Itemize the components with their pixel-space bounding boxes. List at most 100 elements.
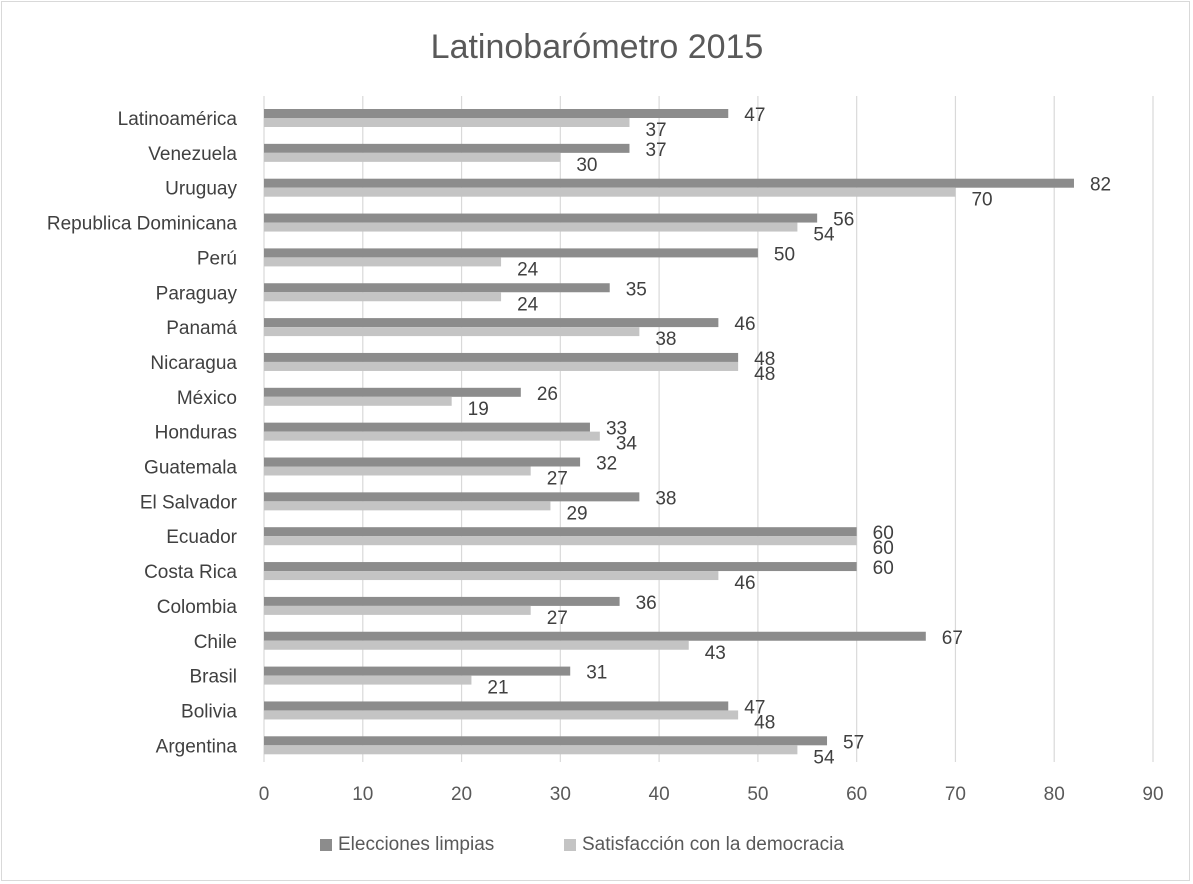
- data-label-elecciones-limpias-peru: 50: [774, 244, 795, 265]
- bars: [264, 109, 1074, 755]
- bar-elecciones-limpias-argentina: [264, 736, 828, 746]
- bar-satisfaccion-con-la-democracia-venezuela: [264, 152, 561, 162]
- gridlines: [263, 96, 1154, 762]
- data-label-elecciones-limpias-republica-dominicana: 56: [833, 210, 854, 231]
- data-label-satisfaccion-con-la-democracia-argentina: 54: [813, 747, 835, 768]
- category-label-peru: Perú: [197, 248, 237, 269]
- bar-satisfaccion-con-la-democracia-colombia: [264, 605, 531, 615]
- x-tick-label: 80: [1044, 784, 1065, 805]
- bar-satisfaccion-con-la-democracia-peru: [264, 257, 502, 267]
- data-label-elecciones-limpias-latinoamerica: 47: [744, 105, 765, 126]
- data-label-elecciones-limpias-bolivia: 47: [744, 697, 765, 718]
- category-label-honduras: Honduras: [155, 423, 237, 444]
- data-label-satisfaccion-con-la-democracia-brasil: 21: [487, 678, 508, 699]
- data-label-elecciones-limpias-nicaragua: 48: [754, 349, 775, 370]
- data-label-elecciones-limpias-uruguay: 82: [1090, 175, 1111, 196]
- bar-elecciones-limpias-honduras: [264, 422, 590, 432]
- bar-satisfaccion-con-la-democracia-bolivia: [264, 710, 739, 720]
- x-tick-label: 50: [747, 784, 768, 805]
- bar-elecciones-limpias-bolivia: [264, 701, 729, 711]
- bar-satisfaccion-con-la-democracia-el-salvador: [264, 501, 551, 511]
- x-tick-label: 70: [945, 784, 966, 805]
- bar-elecciones-limpias-panama: [264, 318, 719, 328]
- legend: Elecciones limpias Satisfacción con la de…: [320, 834, 844, 855]
- data-label-satisfaccion-con-la-democracia-panama: 38: [655, 329, 676, 350]
- bar-satisfaccion-con-la-democracia-mexico: [264, 396, 452, 406]
- x-tick-label: 0: [259, 784, 270, 805]
- bar-satisfaccion-con-la-democracia-costa-rica: [264, 571, 719, 581]
- bar-elecciones-limpias-brasil: [264, 666, 571, 676]
- category-label-venezuela: Venezuela: [148, 144, 237, 165]
- data-label-elecciones-limpias-chile: 67: [942, 628, 963, 649]
- data-label-elecciones-limpias-ecuador: 60: [873, 523, 894, 544]
- data-label-satisfaccion-con-la-democracia-honduras: 34: [616, 434, 638, 455]
- category-label-colombia: Colombia: [157, 597, 238, 618]
- data-label-satisfaccion-con-la-democracia-bolivia: 48: [754, 712, 775, 733]
- bar-satisfaccion-con-la-democracia-ecuador: [264, 536, 857, 546]
- data-label-satisfaccion-con-la-democracia-nicaragua: 48: [754, 364, 775, 385]
- x-tick-label: 20: [451, 784, 472, 805]
- data-label-satisfaccion-con-la-democracia-ecuador: 60: [873, 538, 894, 559]
- x-tick-label: 90: [1142, 784, 1163, 805]
- data-label-elecciones-limpias-guatemala: 32: [596, 454, 617, 475]
- data-label-satisfaccion-con-la-democracia-guatemala: 27: [547, 469, 568, 490]
- category-label-costa-rica: Costa Rica: [144, 562, 237, 583]
- category-label-nicaragua: Nicaragua: [150, 353, 237, 374]
- bar-elecciones-limpias-mexico: [264, 387, 521, 397]
- bar-satisfaccion-con-la-democracia-honduras: [264, 431, 600, 441]
- category-label-panama: Panamá: [166, 318, 237, 339]
- category-label-paraguay: Paraguay: [156, 283, 238, 304]
- data-label-satisfaccion-con-la-democracia-mexico: 19: [468, 399, 489, 420]
- bar-elecciones-limpias-chile: [264, 631, 926, 641]
- category-label-republica-dominicana: Republica Dominicana: [47, 214, 238, 235]
- bar-elecciones-limpias-paraguay: [264, 283, 610, 293]
- bar-satisfaccion-con-la-democracia-nicaragua: [264, 361, 739, 371]
- data-label-elecciones-limpias-venezuela: 37: [645, 140, 666, 161]
- category-label-argentina: Argentina: [156, 736, 238, 757]
- legend-swatch-satisfaccion-con-la-democracia: [564, 839, 576, 851]
- bar-elecciones-limpias-uruguay: [264, 178, 1074, 188]
- bar-satisfaccion-con-la-democracia-guatemala: [264, 466, 531, 476]
- data-label-elecciones-limpias-panama: 46: [734, 314, 755, 335]
- bar-elecciones-limpias-republica-dominicana: [264, 213, 818, 223]
- data-label-elecciones-limpias-argentina: 57: [843, 732, 864, 753]
- bar-elecciones-limpias-venezuela: [264, 143, 630, 153]
- x-tick-label: 40: [649, 784, 670, 805]
- data-label-satisfaccion-con-la-democracia-uruguay: 70: [971, 190, 992, 211]
- data-label-elecciones-limpias-honduras: 33: [606, 419, 627, 440]
- bar-elecciones-limpias-colombia: [264, 596, 620, 606]
- legend-swatch-elecciones-limpias: [320, 839, 332, 851]
- bar-elecciones-limpias-costa-rica: [264, 562, 857, 572]
- category-label-latinoamerica: Latinoamérica: [118, 109, 238, 130]
- category-label-el-salvador: El Salvador: [140, 492, 238, 513]
- data-label-satisfaccion-con-la-democracia-paraguay: 24: [517, 294, 539, 315]
- bar-satisfaccion-con-la-democracia-latinoamerica: [264, 118, 630, 127]
- category-label-mexico: México: [177, 388, 237, 409]
- bar-elecciones-limpias-guatemala: [264, 457, 581, 467]
- data-label-elecciones-limpias-el-salvador: 38: [655, 488, 676, 509]
- bar-satisfaccion-con-la-democracia-panama: [264, 327, 640, 337]
- x-tick-label: 60: [846, 784, 867, 805]
- data-label-satisfaccion-con-la-democracia-venezuela: 30: [576, 155, 597, 176]
- data-label-satisfaccion-con-la-democracia-el-salvador: 29: [566, 503, 587, 524]
- bar-satisfaccion-con-la-democracia-paraguay: [264, 292, 502, 302]
- data-label-elecciones-limpias-paraguay: 35: [626, 279, 647, 300]
- data-label-satisfaccion-con-la-democracia-chile: 43: [705, 643, 726, 664]
- value-axis-labels: 0 10 20 30 40 50 60 70 80 90: [259, 784, 1164, 805]
- category-label-guatemala: Guatemala: [144, 458, 237, 479]
- category-label-uruguay: Uruguay: [165, 179, 237, 200]
- data-label-satisfaccion-con-la-democracia-colombia: 27: [547, 608, 568, 629]
- data-label-satisfaccion-con-la-democracia-costa-rica: 46: [734, 573, 755, 594]
- category-axis-labels: Latinoamérica Venezuela Uruguay Republica D…: [47, 109, 238, 757]
- category-label-chile: Chile: [194, 632, 237, 653]
- bar-elecciones-limpias-ecuador: [264, 527, 857, 537]
- data-label-satisfaccion-con-la-democracia-republica-dominicana: 54: [813, 225, 835, 246]
- bar-elecciones-limpias-nicaragua: [264, 352, 739, 362]
- data-label-elecciones-limpias-mexico: 26: [537, 384, 558, 405]
- category-label-bolivia: Bolivia: [181, 701, 237, 722]
- bar-elecciones-limpias-el-salvador: [264, 492, 640, 502]
- bar-satisfaccion-con-la-democracia-chile: [264, 640, 689, 650]
- x-tick-label: 10: [352, 784, 373, 805]
- bar-satisfaccion-con-la-democracia-argentina: [264, 745, 798, 755]
- data-label-satisfaccion-con-la-democracia-peru: 24: [517, 259, 539, 280]
